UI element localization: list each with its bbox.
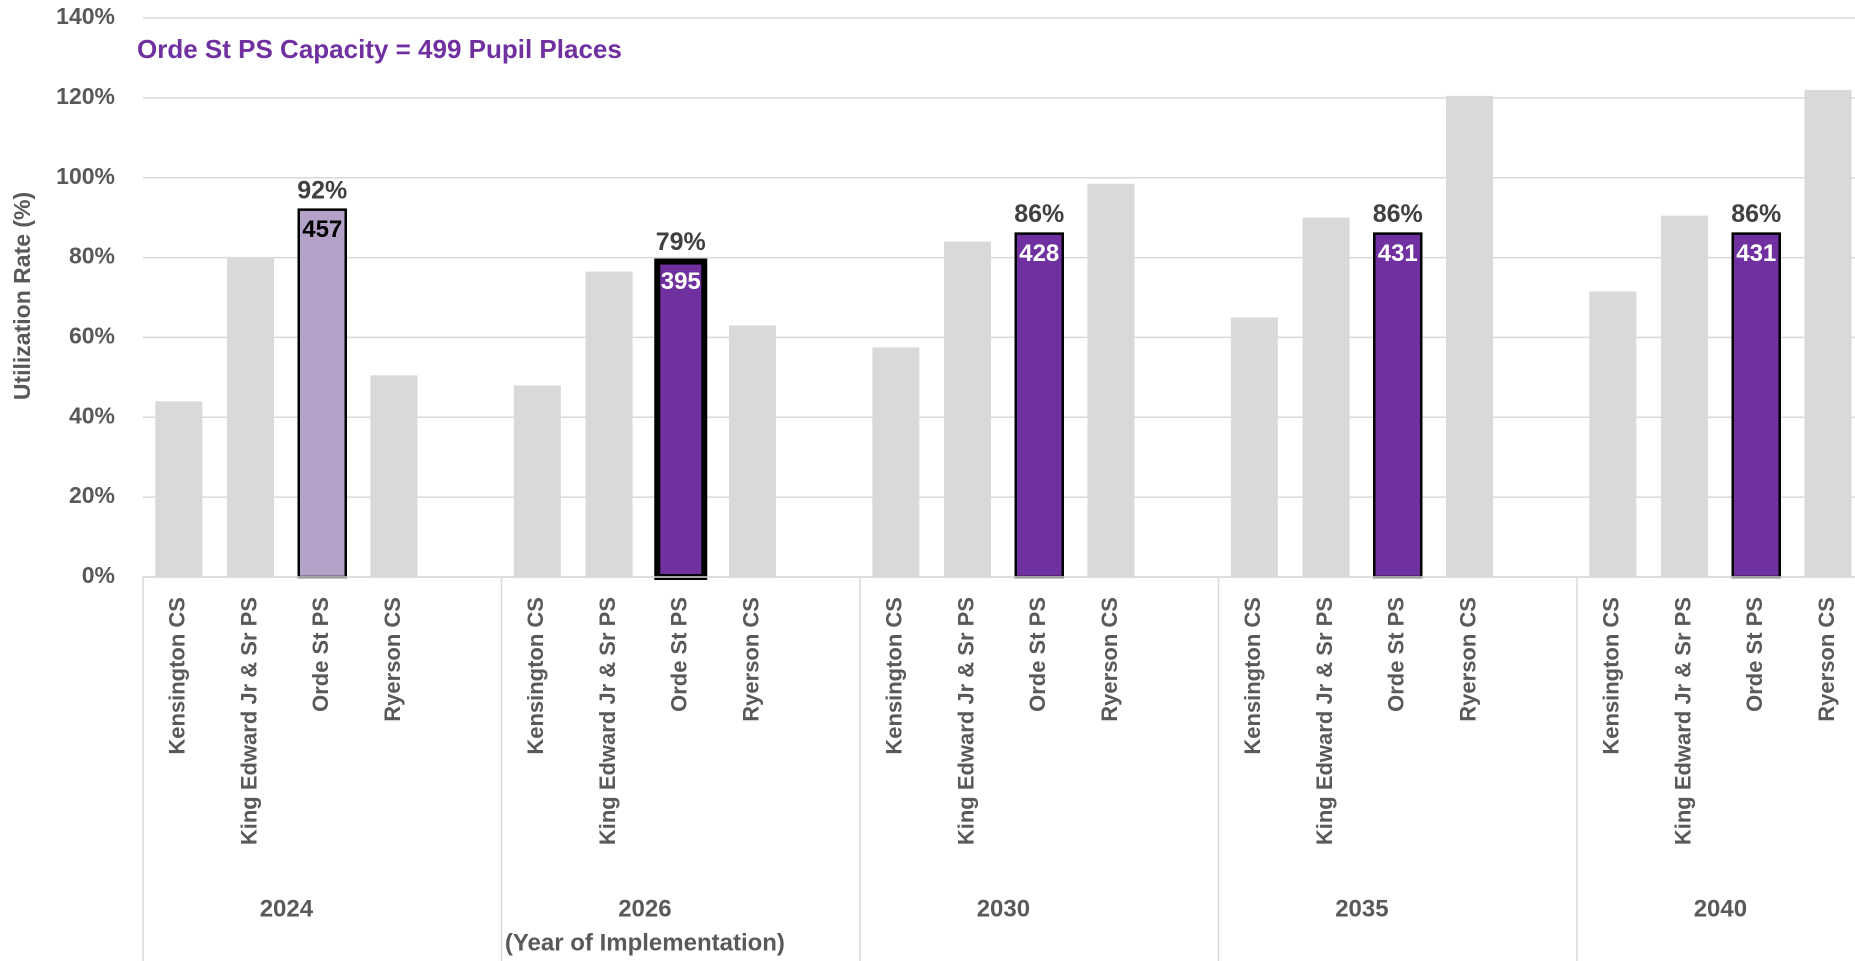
group-label: 2024 [260, 895, 314, 922]
bar [944, 241, 992, 577]
enrollment-label: 395 [661, 268, 701, 295]
enrollment-label: 431 [1736, 240, 1776, 267]
bar [654, 258, 708, 580]
category-label: King Edward Jr & Sr PS [595, 597, 620, 845]
category-label: King Edward Jr & Sr PS [1670, 597, 1695, 845]
group-label: 2035 [1335, 895, 1388, 922]
bar [1230, 317, 1278, 577]
category-label: Ryerson CS [738, 597, 763, 722]
category-label: Ryerson CS [1814, 597, 1839, 722]
value-label: 86% [1014, 200, 1064, 228]
category-label: King Edward Jr & Sr PS [1312, 597, 1337, 845]
value-label: 79% [656, 228, 706, 256]
group-label: 2026 [618, 895, 671, 922]
y-tick-label: 0% [82, 562, 115, 588]
bar [1661, 215, 1709, 577]
category-label: Orde St PS [1384, 597, 1409, 712]
value-label: 86% [1373, 200, 1423, 228]
value-label: 86% [1731, 200, 1781, 228]
category-label: Orde St PS [667, 597, 692, 712]
category-label: Orde St PS [1025, 597, 1050, 712]
bar [297, 208, 347, 579]
y-tick-label: 20% [69, 482, 115, 508]
category-label: King Edward Jr & Sr PS [953, 597, 978, 845]
y-tick-label: 80% [69, 243, 115, 269]
y-tick-label: 120% [56, 83, 115, 109]
bar [227, 257, 275, 577]
bar [513, 385, 561, 577]
category-label: Ryerson CS [380, 597, 405, 722]
enrollment-label: 431 [1378, 240, 1418, 267]
y-tick-label: 100% [56, 163, 115, 189]
category-label: Ryerson CS [1455, 597, 1480, 722]
category-label: Ryerson CS [1097, 597, 1122, 722]
category-label: Kensington CS [1599, 597, 1624, 755]
y-axis-label: Utilization Rate (%) [9, 192, 35, 400]
bar [585, 271, 633, 577]
enrollment-label: 457 [302, 216, 342, 243]
bar [1589, 291, 1637, 577]
enrollment-label: 428 [1019, 240, 1059, 267]
bar [728, 325, 776, 577]
category-label: Kensington CS [165, 597, 190, 755]
bar [1373, 232, 1423, 579]
category-label: Kensington CS [882, 597, 907, 755]
bar [1087, 183, 1135, 578]
bar [1014, 232, 1064, 579]
group-label: 2030 [977, 895, 1030, 922]
category-label: Orde St PS [1742, 597, 1767, 712]
category-label: King Edward Jr & Sr PS [236, 597, 261, 845]
group-note: (Year of Implementation) [505, 929, 785, 956]
group-label: 2040 [1694, 895, 1747, 922]
y-tick-label: 40% [69, 402, 115, 428]
category-label: Orde St PS [308, 597, 333, 712]
bar [872, 347, 920, 577]
y-tick-label: 60% [69, 323, 115, 349]
y-tick-label: 140% [56, 3, 115, 29]
annotation: Orde St PS Capacity = 499 Pupil Places [137, 34, 622, 64]
bar [1302, 217, 1350, 577]
bar [1445, 95, 1493, 577]
category-label: Kensington CS [523, 597, 548, 755]
bar [155, 401, 203, 577]
bar [1804, 89, 1852, 577]
value-label: 92% [297, 176, 347, 204]
category-label: Kensington CS [1240, 597, 1265, 755]
bar [370, 375, 418, 577]
bar [1731, 232, 1781, 579]
